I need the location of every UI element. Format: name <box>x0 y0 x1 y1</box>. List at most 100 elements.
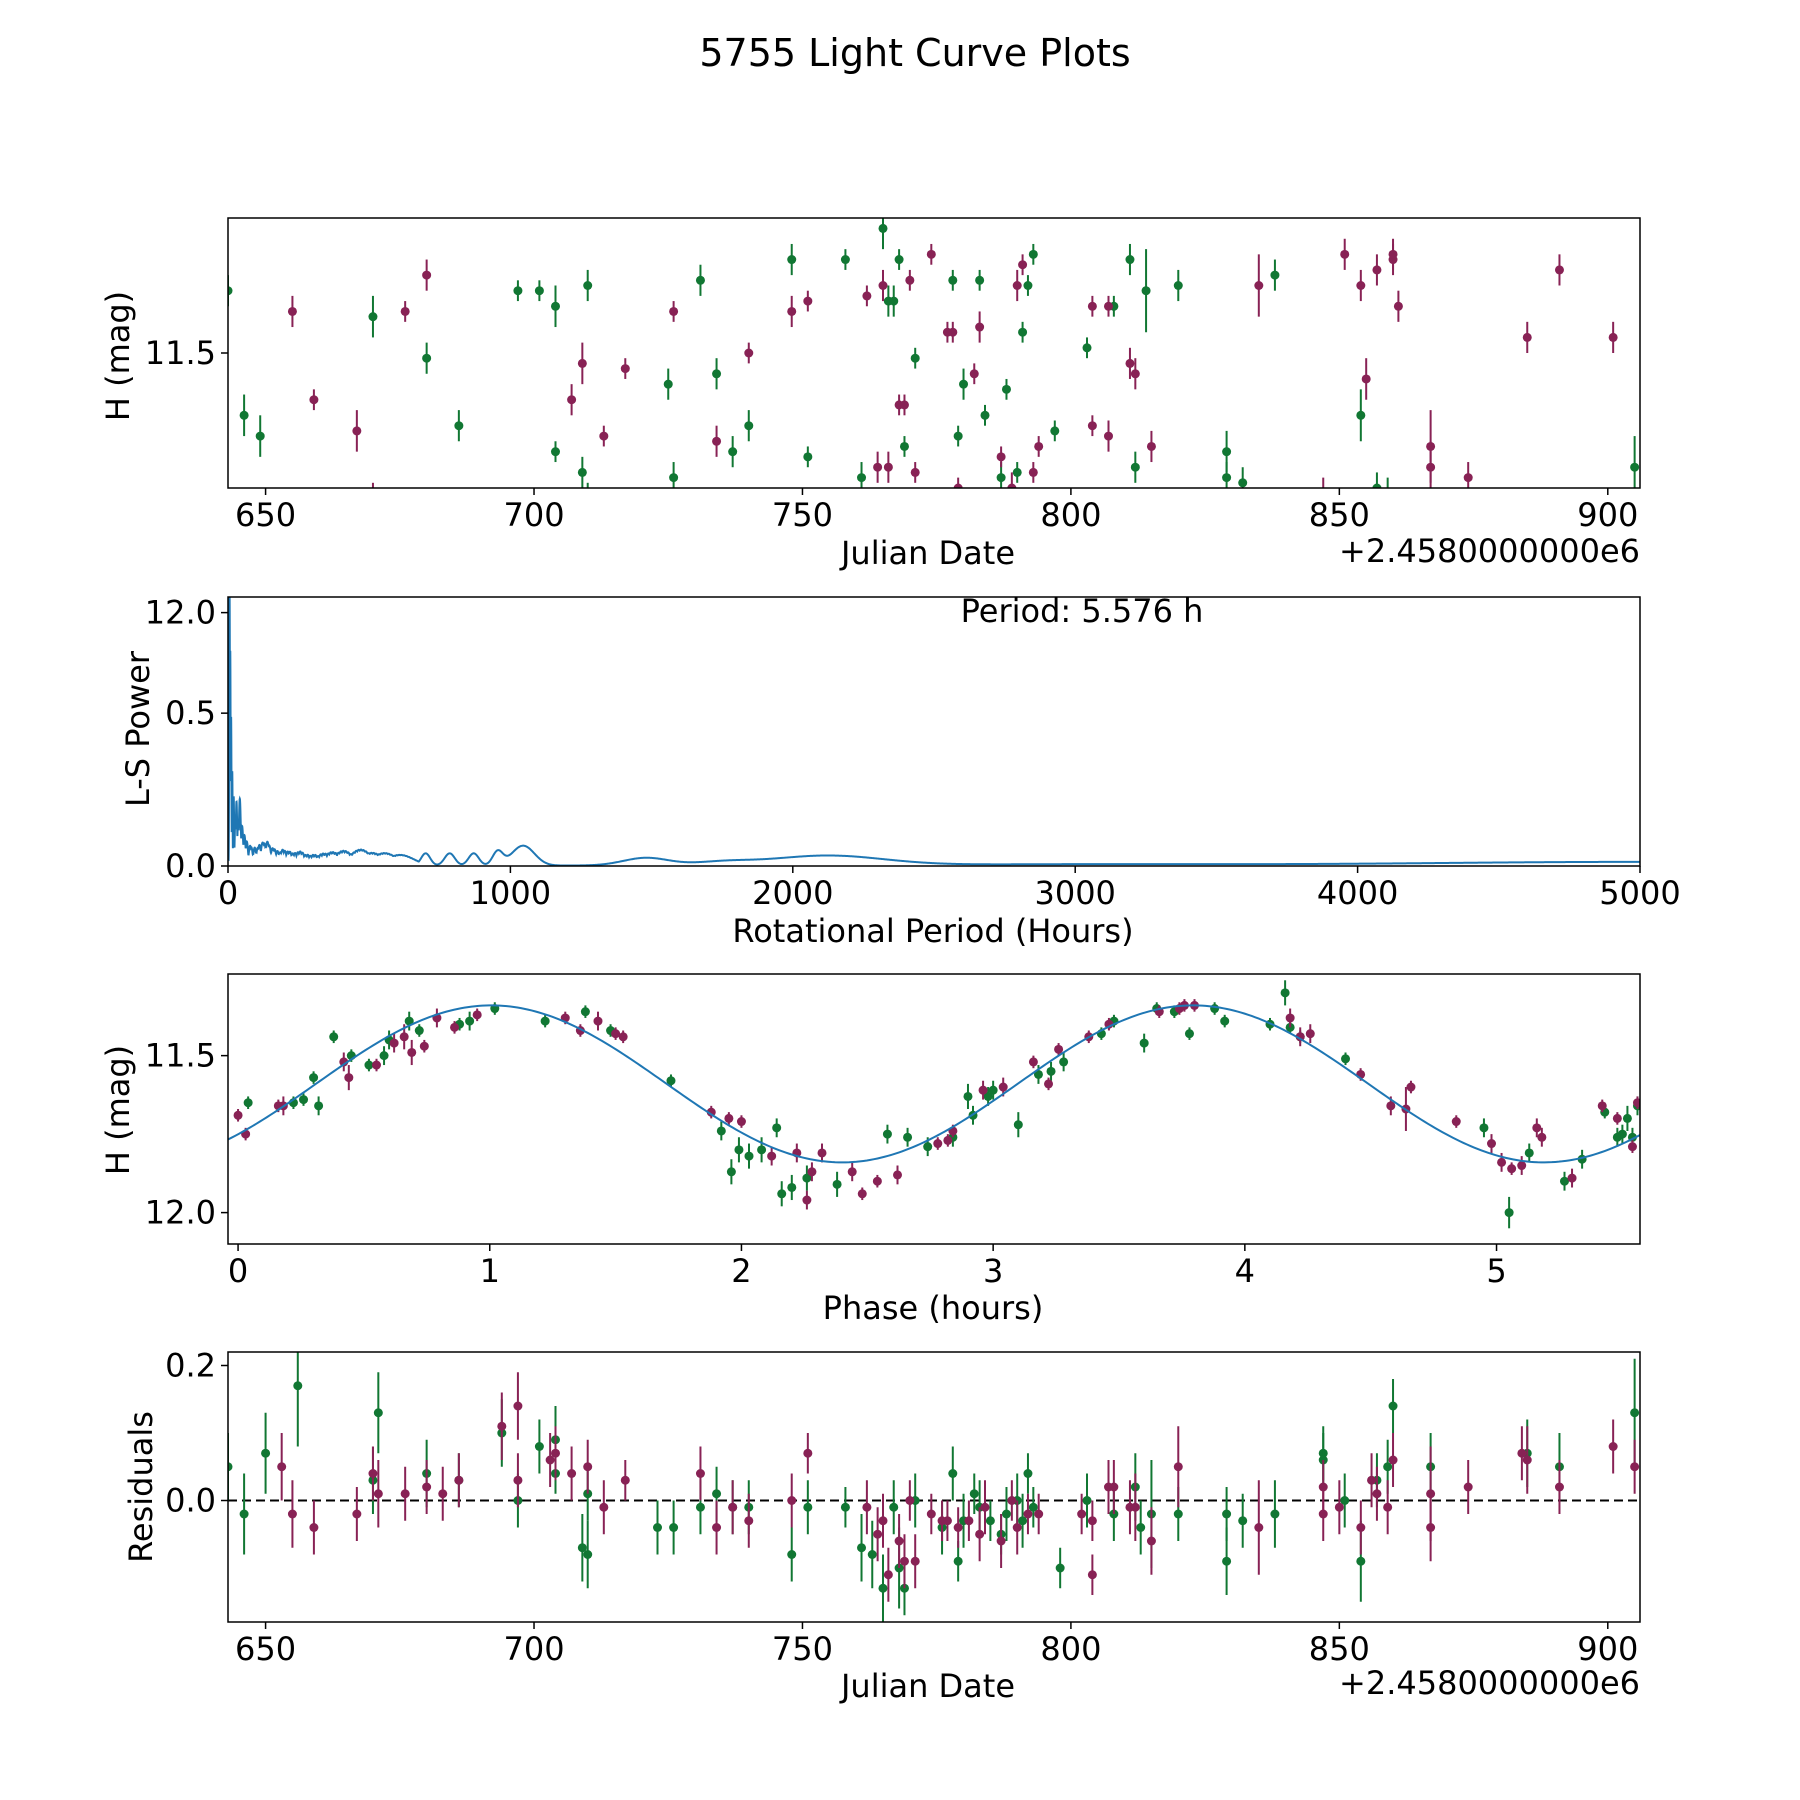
data-point-magenta <box>352 426 362 436</box>
data-point-green <box>414 1026 424 1036</box>
data-point-green <box>1033 1069 1043 1079</box>
data-point-magenta <box>1627 1142 1637 1152</box>
data-point-magenta <box>1130 1502 1140 1512</box>
data-point-green <box>228 1462 233 1472</box>
data-point-green <box>583 1550 593 1559</box>
data-point-green <box>1341 1054 1351 1064</box>
data-point-magenta <box>905 275 915 285</box>
data-point-magenta <box>399 1032 409 1042</box>
data-point-green <box>314 1101 324 1111</box>
data-point-green <box>373 1408 383 1418</box>
data-point-green <box>1270 1509 1280 1519</box>
data-point-magenta <box>593 1016 603 1026</box>
data-point-magenta <box>1012 281 1022 290</box>
data-point-magenta <box>1554 265 1564 275</box>
data-point-green <box>454 421 464 431</box>
data-point-magenta <box>873 462 883 472</box>
data-point-green <box>422 353 432 363</box>
periodogram-axes-frame <box>227 596 1641 867</box>
data-point-magenta <box>910 1556 920 1566</box>
lightcurve-xlabel: Julian Date <box>839 534 1015 572</box>
data-point-magenta <box>1018 260 1028 270</box>
data-point-magenta <box>611 1029 621 1039</box>
data-point-magenta <box>233 1110 243 1120</box>
data-point-magenta <box>862 1502 872 1512</box>
data-point-magenta <box>1334 1502 1344 1512</box>
data-point-magenta <box>1028 1057 1038 1067</box>
data-point-green <box>243 1098 253 1108</box>
data-point-green <box>695 275 705 285</box>
residuals-xtick-label: 800 <box>1040 1630 1101 1668</box>
data-point-green <box>894 255 904 265</box>
data-point-green <box>712 1489 722 1499</box>
data-point-green <box>1280 988 1290 998</box>
periodogram-xtick-label: 5000 <box>1599 874 1680 912</box>
data-point-magenta <box>1109 1482 1119 1492</box>
data-point-green <box>1504 1208 1514 1218</box>
data-point-magenta <box>1522 1455 1532 1465</box>
data-point-green <box>867 1550 877 1559</box>
data-point-magenta <box>1028 467 1038 477</box>
data-point-green <box>239 1509 249 1519</box>
periodogram-xtick-label: 0 <box>218 874 238 912</box>
residuals-offset-label: +2.4580000000e6 <box>1339 1664 1640 1702</box>
residuals-xlabel: Julian Date <box>839 1667 1015 1705</box>
data-point-magenta <box>567 1469 577 1478</box>
data-point-green <box>985 1516 995 1526</box>
residuals-axes-frame <box>227 1351 1641 1623</box>
lightcurve-xtick-label: 650 <box>235 496 296 534</box>
data-point-green <box>948 1469 958 1478</box>
data-point-magenta <box>277 1462 287 1472</box>
data-point-magenta <box>712 436 722 446</box>
data-point-green <box>953 1556 963 1566</box>
lightcurve-xtick-label: 800 <box>1040 496 1101 534</box>
data-point-magenta <box>943 1135 953 1145</box>
period-annotation: Period: 5.576 h <box>961 592 1204 630</box>
phased-xtick-label: 1 <box>480 1252 500 1290</box>
data-point-magenta <box>1125 358 1135 368</box>
data-point-magenta <box>894 1536 904 1546</box>
data-point-green <box>983 1091 993 1101</box>
data-point-magenta <box>1463 1482 1473 1492</box>
data-point-green <box>663 379 673 389</box>
data-point-magenta <box>996 1536 1006 1546</box>
data-point-magenta <box>1537 1132 1547 1142</box>
data-point-magenta <box>1406 1082 1416 1092</box>
data-point-magenta <box>599 431 609 441</box>
data-point-green <box>1238 478 1248 488</box>
data-point-magenta <box>1007 483 1017 488</box>
data-point-magenta <box>1567 1173 1577 1183</box>
data-point-magenta <box>1532 1123 1542 1133</box>
data-point-magenta <box>287 1509 297 1519</box>
data-point-magenta <box>872 1176 882 1186</box>
data-point-magenta <box>550 1448 560 1458</box>
lightcurve-offset-label: +2.4580000000e6 <box>1339 532 1640 570</box>
data-point-green <box>744 421 754 431</box>
data-point-green <box>534 1442 544 1451</box>
data-point-magenta <box>1044 1079 1054 1089</box>
data-point-green <box>787 255 797 265</box>
data-point-green <box>1173 281 1183 290</box>
data-point-magenta <box>669 306 679 316</box>
phased-plot-area <box>228 980 1640 1229</box>
phased-ytick-label: 12.0 <box>145 1194 216 1232</box>
data-point-magenta <box>926 249 936 259</box>
data-point-magenta <box>969 369 979 379</box>
data-point-green <box>368 312 378 322</box>
data-point-green <box>329 1032 339 1042</box>
data-point-magenta <box>1517 1448 1527 1458</box>
data-point-magenta <box>599 1502 609 1512</box>
data-point-green <box>988 1085 998 1095</box>
data-point-magenta <box>910 467 920 477</box>
data-point-green <box>840 1502 850 1512</box>
data-point-magenta <box>905 1496 915 1505</box>
data-point-magenta <box>400 1489 410 1499</box>
data-point-magenta <box>1487 1139 1497 1149</box>
data-point-magenta <box>1054 1044 1064 1054</box>
data-point-green <box>404 1016 414 1026</box>
data-point-magenta <box>1372 1489 1382 1499</box>
phased-xtick-label: 5 <box>1486 1252 1506 1290</box>
data-point-magenta <box>744 1516 754 1526</box>
phased-xtick-label: 4 <box>1235 1252 1255 1290</box>
